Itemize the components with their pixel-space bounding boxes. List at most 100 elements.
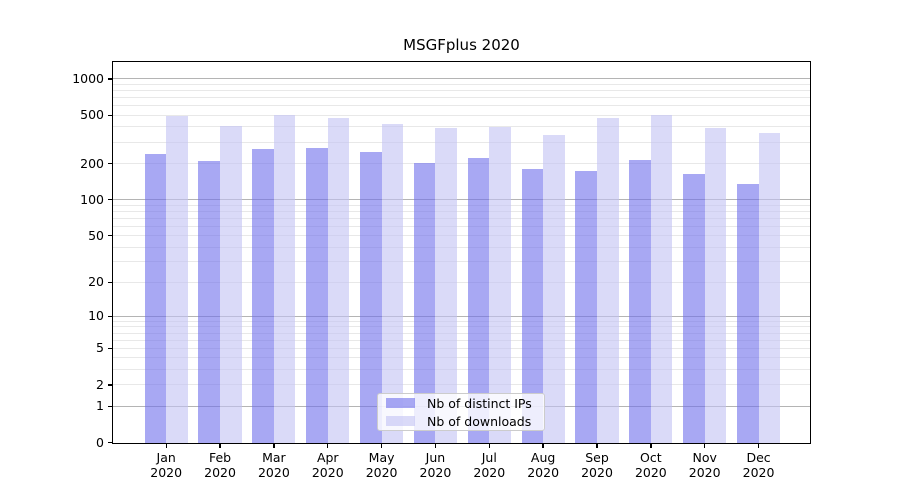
y-tick-mark-20	[108, 281, 113, 284]
bar-distinct-ips-may	[360, 152, 382, 443]
y-tick-label-200: 200	[80, 155, 104, 171]
y-tick-mark-1000	[108, 78, 113, 80]
bar-distinct-ips-jul	[467, 157, 490, 443]
minor-gridline-500	[113, 114, 810, 116]
bar-downloads-sep	[597, 117, 619, 443]
minor-gridline-9	[113, 320, 810, 322]
minor-gridline-70	[113, 217, 810, 219]
legend-label-downloads: Nb of downloads	[427, 413, 532, 429]
x-tick-label-nov: Nov 2020	[688, 450, 721, 480]
x-tick-mark-feb	[219, 443, 221, 448]
x-tick-mark-apr	[327, 443, 329, 448]
x-tick-mark-aug	[542, 443, 544, 448]
minor-gridline-200	[113, 162, 810, 164]
y-tick-mark-0	[108, 442, 113, 444]
bar-distinct-ips-jun	[413, 162, 436, 443]
y-tick-mark-100	[108, 199, 113, 201]
bar-downloads-aug	[543, 134, 565, 443]
x-tick-mark-sep	[596, 443, 598, 448]
minor-gridline-8	[113, 326, 810, 328]
minor-gridline-20	[113, 281, 810, 283]
y-tick-label-20: 20	[88, 274, 104, 290]
x-tick-mark-jun	[434, 443, 437, 448]
y-tick-label-100: 100	[80, 191, 104, 207]
x-tick-mark-mar	[273, 443, 275, 448]
minor-gridline-30	[113, 261, 810, 263]
minor-gridline-700	[113, 97, 810, 99]
minor-gridline-80	[113, 210, 810, 212]
legend: Nb of distinct IPs Nb of downloads	[377, 393, 545, 431]
minor-gridline-600	[113, 105, 810, 107]
bar-distinct-ips-sep	[575, 170, 597, 443]
minor-gridline-3	[113, 369, 810, 371]
bar-distinct-ips-nov	[683, 173, 705, 443]
major-gridline-100	[113, 199, 810, 201]
x-tick-label-dec: Dec 2020	[742, 450, 775, 480]
chart-title: MSGFplus 2020	[403, 36, 520, 54]
bar-distinct-ips-mar	[252, 149, 274, 443]
x-tick-mark-oct	[650, 443, 652, 448]
x-tick-mark-jan	[165, 443, 167, 448]
y-tick-mark-50	[108, 235, 113, 237]
y-tick-label-5: 5	[96, 340, 104, 356]
y-tick-label-10: 10	[88, 308, 104, 324]
bar-distinct-ips-dec	[736, 184, 759, 443]
plot-area: Nb of distinct IPs Nb of downloads	[112, 61, 811, 444]
minor-gridline-40	[113, 246, 810, 248]
x-tick-label-mar: Mar 2020	[257, 450, 290, 480]
x-tick-label-apr: Apr 2020	[311, 450, 344, 480]
y-tick-label-0: 0	[96, 434, 104, 450]
minor-gridline-6	[113, 339, 810, 341]
x-tick-label-jun: Jun 2020	[419, 450, 452, 480]
y-tick-label-2: 2	[96, 376, 104, 392]
minor-gridline-300	[113, 141, 810, 143]
minor-gridline-2	[113, 384, 810, 386]
x-tick-label-oct: Oct 2020	[634, 450, 667, 480]
y-tick-mark-2	[108, 384, 113, 386]
legend-swatch-downloads	[386, 415, 415, 427]
minor-gridline-7	[113, 332, 810, 334]
x-tick-label-jul: Jul 2020	[473, 450, 506, 480]
bar-downloads-jun	[435, 128, 458, 443]
bar-downloads-jan	[166, 115, 188, 443]
minor-gridline-800	[113, 90, 810, 92]
x-tick-label-feb: Feb 2020	[204, 450, 236, 480]
y-tick-mark-1	[108, 405, 113, 407]
major-gridline-10	[113, 315, 810, 317]
minor-gridline-4	[113, 357, 810, 359]
major-gridline-1000	[113, 78, 810, 80]
y-tick-label-500: 500	[80, 107, 104, 123]
legend-item-downloads: Nb of downloads	[386, 414, 544, 429]
y-tick-label-50: 50	[88, 227, 104, 243]
x-tick-mark-may	[380, 443, 383, 448]
minor-gridline-400	[113, 126, 810, 128]
y-tick-mark-5	[108, 347, 113, 350]
bar-downloads-dec	[758, 133, 781, 443]
y-tick-label-1: 1	[96, 397, 104, 413]
y-tick-label-1000: 1000	[72, 70, 104, 86]
x-tick-mark-nov	[704, 443, 706, 448]
x-tick-label-jan: Jan 2020	[150, 450, 183, 480]
bar-downloads-nov	[704, 128, 727, 443]
x-tick-mark-dec	[757, 443, 760, 448]
bar-distinct-ips-feb	[198, 161, 221, 443]
x-tick-label-may: May 2020	[365, 450, 398, 480]
minor-gridline-50	[113, 235, 810, 236]
legend-item-distinct-ips: Nb of distinct IPs	[386, 396, 544, 411]
bar-downloads-oct	[650, 114, 673, 443]
x-tick-label-sep: Sep 2020	[581, 450, 613, 480]
legend-label-distinct-ips: Nb of distinct IPs	[427, 395, 532, 411]
y-tick-mark-10	[108, 315, 113, 318]
bar-downloads-feb	[220, 126, 242, 443]
y-tick-mark-500	[108, 114, 113, 117]
y-tick-mark-200	[108, 162, 113, 165]
x-tick-label-aug: Aug 2020	[527, 450, 560, 480]
bar-distinct-ips-apr	[306, 148, 328, 443]
minor-gridline-60	[113, 225, 810, 227]
bar-downloads-mar	[273, 115, 296, 443]
bar-downloads-apr	[327, 118, 350, 443]
bar-distinct-ips-oct	[629, 160, 651, 443]
bar-distinct-ips-aug	[521, 169, 544, 443]
bar-distinct-ips-jan	[144, 154, 167, 443]
